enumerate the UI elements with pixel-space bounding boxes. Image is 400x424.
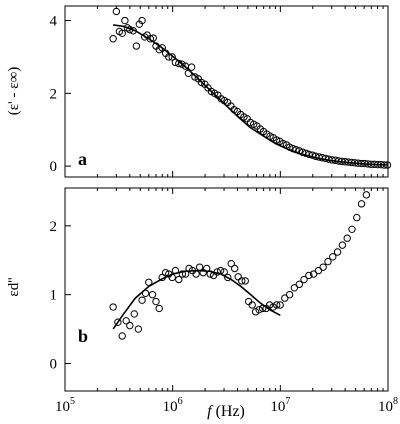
panel-b: b εd'' f (Hz) 0 1 2 105 106 107 108 bbox=[6, 187, 398, 420]
data-point bbox=[353, 213, 361, 222]
x-tick-label: 106 bbox=[163, 396, 183, 415]
data-point bbox=[362, 191, 371, 199]
panel-b-frame bbox=[64, 187, 389, 392]
data-point bbox=[272, 301, 281, 309]
fit-curve bbox=[113, 24, 389, 166]
data-point bbox=[224, 273, 232, 282]
data-point bbox=[187, 63, 196, 71]
x-axis-label-unit: (Hz) bbox=[212, 403, 245, 420]
data-point bbox=[290, 284, 299, 292]
data-point bbox=[231, 264, 239, 273]
panel-a-frame bbox=[64, 5, 389, 178]
data-point bbox=[234, 273, 242, 281]
data-point bbox=[123, 24, 132, 32]
data-point bbox=[309, 270, 318, 278]
data-point bbox=[305, 271, 313, 280]
x-axis-label: f (Hz) bbox=[207, 403, 245, 420]
data-point bbox=[298, 148, 307, 156]
data-point bbox=[109, 35, 117, 43]
panel-b-y-axis-label: εd'' bbox=[6, 277, 22, 297]
y-tick-label: 0 bbox=[50, 356, 58, 372]
panel-a-y-axis-label: (ε' - ε∞) bbox=[6, 67, 22, 115]
data-point bbox=[138, 16, 146, 25]
data-point bbox=[314, 266, 323, 275]
x-tick-label: 107 bbox=[270, 396, 290, 415]
data-point bbox=[178, 270, 187, 278]
data-point bbox=[281, 294, 289, 302]
x-tick-label: 108 bbox=[378, 396, 398, 415]
data-point bbox=[357, 200, 366, 208]
data-point bbox=[348, 225, 356, 233]
data-point bbox=[343, 234, 351, 242]
data-point bbox=[276, 301, 284, 309]
data-point bbox=[333, 248, 342, 256]
x-tick-label: 105 bbox=[55, 396, 75, 415]
data-point bbox=[255, 306, 263, 314]
data-point bbox=[132, 42, 141, 50]
y-tick-label: 2 bbox=[50, 219, 58, 235]
data-point bbox=[305, 150, 313, 159]
data-point bbox=[148, 290, 157, 299]
y-tick-label: 4 bbox=[50, 14, 58, 30]
data-point bbox=[114, 318, 122, 326]
data-point bbox=[118, 332, 126, 340]
panel-b-label: b bbox=[78, 326, 88, 346]
fit-curve bbox=[112, 269, 281, 330]
data-point bbox=[285, 290, 294, 299]
data-point bbox=[152, 297, 160, 306]
panel-a: a (ε' - ε∞) 0 2 4 bbox=[6, 5, 392, 178]
data-point bbox=[146, 35, 155, 43]
data-point bbox=[272, 136, 281, 144]
data-point bbox=[329, 253, 337, 261]
data-point bbox=[158, 44, 166, 52]
data-point bbox=[241, 277, 249, 285]
data-point bbox=[155, 304, 163, 313]
data-point bbox=[138, 296, 146, 304]
data-point bbox=[145, 278, 153, 286]
data-point bbox=[168, 53, 176, 61]
data-point bbox=[126, 321, 134, 330]
data-point bbox=[130, 310, 138, 318]
y-tick-label: 2 bbox=[50, 86, 58, 102]
y-tick-label: 1 bbox=[50, 288, 58, 304]
data-point bbox=[300, 275, 308, 284]
data-point bbox=[295, 280, 303, 289]
data-point bbox=[302, 149, 310, 158]
data-point bbox=[112, 7, 121, 16]
data-point bbox=[109, 303, 117, 311]
data-point bbox=[121, 16, 129, 25]
data-point bbox=[338, 241, 347, 249]
data-point bbox=[308, 151, 317, 159]
data-point bbox=[319, 263, 327, 271]
y-tick-label: 0 bbox=[50, 159, 58, 175]
data-point bbox=[324, 257, 332, 266]
data-point bbox=[248, 301, 256, 309]
data-point bbox=[118, 29, 126, 37]
data-point bbox=[238, 277, 246, 285]
panel-a-label: a bbox=[78, 149, 87, 169]
x-axis-label-symbol: f bbox=[207, 403, 214, 420]
data-point bbox=[122, 317, 130, 325]
data-point bbox=[175, 275, 183, 284]
data-point bbox=[134, 325, 143, 333]
data-point bbox=[227, 259, 235, 268]
